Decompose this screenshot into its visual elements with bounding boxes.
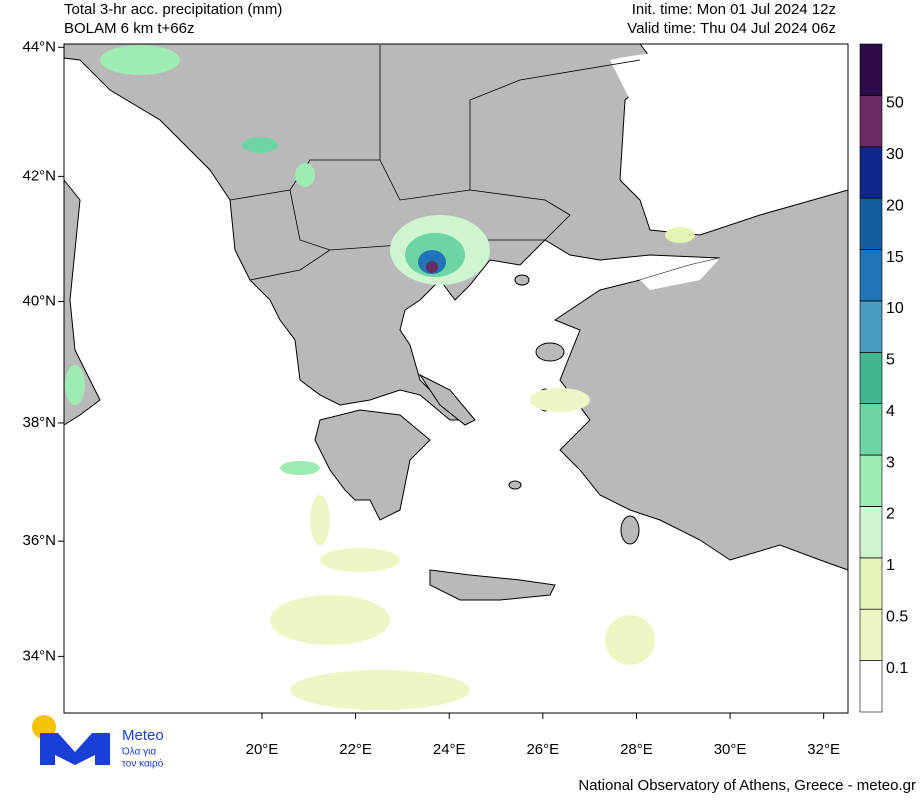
colorbar-label: 4	[886, 403, 895, 420]
colorbar-segment	[859, 454, 883, 507]
marmara-sea	[640, 258, 720, 290]
colorbar-label: 1	[886, 557, 895, 574]
map	[63, 43, 849, 714]
black-sea	[610, 50, 848, 230]
colorbar-segment	[859, 403, 883, 456]
colorbar-label: 5	[886, 352, 895, 369]
colorbar-label: 15	[886, 249, 904, 266]
colorbar-segment	[859, 352, 883, 404]
axis-ticks: 44°N 42°N 40°N 38°N 36°N 34°N 20°E 22°E 24°E 26°E…	[22, 38, 840, 758]
colorbar-segment	[859, 197, 883, 250]
colorbar-segment	[859, 557, 883, 610]
colorbar-label: 30	[886, 146, 904, 163]
colorbar-label: 0.5	[886, 608, 908, 625]
footer: National Observatory of Athens, Greece -…	[578, 777, 916, 794]
lon-tick-label: 32°E	[807, 741, 840, 758]
logo-tagline: Όλα για	[121, 747, 156, 758]
euboea	[418, 373, 476, 426]
colorbar-segment	[859, 506, 883, 559]
map-frame	[63, 43, 849, 714]
crete	[429, 569, 556, 601]
lon-tick-label: 22°E	[339, 741, 372, 758]
naxos	[508, 480, 522, 490]
lon-tick-label: 26°E	[526, 741, 559, 758]
colorbar-label: 10	[886, 300, 904, 317]
colorbar-segment	[859, 249, 883, 302]
lat-tick-label: 44°N	[22, 38, 56, 55]
logo-tagline: τον καιρό	[122, 758, 164, 770]
thasos	[514, 274, 530, 286]
colorbar-segment	[859, 146, 883, 199]
colorbar-segment	[859, 43, 883, 96]
colorbar-label: 2	[886, 506, 895, 523]
lon-tick-label: 28°E	[620, 741, 653, 758]
colorbar-label: 20	[886, 197, 904, 214]
logo: Meteo Όλα για τον καιρό	[32, 715, 164, 770]
lon-tick-label: 30°E	[714, 741, 747, 758]
lat-tick-label: 38°N	[22, 414, 56, 431]
colorbar-label: 50	[886, 95, 904, 112]
rhodes	[620, 515, 640, 545]
borders	[229, 45, 641, 281]
colorbar-segment	[859, 95, 883, 148]
valid-time: Valid time: Thu 04 Jul 2024 06z	[627, 20, 836, 37]
logo-name: Meteo	[122, 727, 164, 744]
lat-tick-label: 40°N	[22, 292, 56, 309]
colorbar: 0.1 0.5 1 2 3 4 5 10 15 20 30 50	[859, 43, 908, 713]
italy	[63, 178, 101, 426]
lon-tick-label: 20°E	[246, 741, 279, 758]
precipitation	[65, 45, 695, 710]
colorbar-segment	[859, 300, 883, 353]
colorbar-segment	[859, 660, 883, 713]
lat-tick-label: 42°N	[22, 167, 56, 184]
init-time: Init. time: Mon 01 Jul 2024 12z	[632, 1, 836, 18]
colorbar-segment	[859, 608, 883, 661]
lon-tick-label: 24°E	[433, 741, 466, 758]
model-label: BOLAM 6 km t+66z	[64, 20, 194, 37]
colorbar-label: 3	[886, 454, 895, 471]
title: Total 3-hr acc. precipitation (mm)	[64, 1, 282, 18]
colorbar-label: 0.1	[886, 660, 908, 677]
lat-tick-label: 36°N	[22, 532, 56, 549]
lat-tick-label: 34°N	[22, 647, 56, 664]
lesvos	[535, 342, 565, 362]
peloponnese	[314, 409, 431, 521]
logo-mark	[40, 733, 110, 765]
